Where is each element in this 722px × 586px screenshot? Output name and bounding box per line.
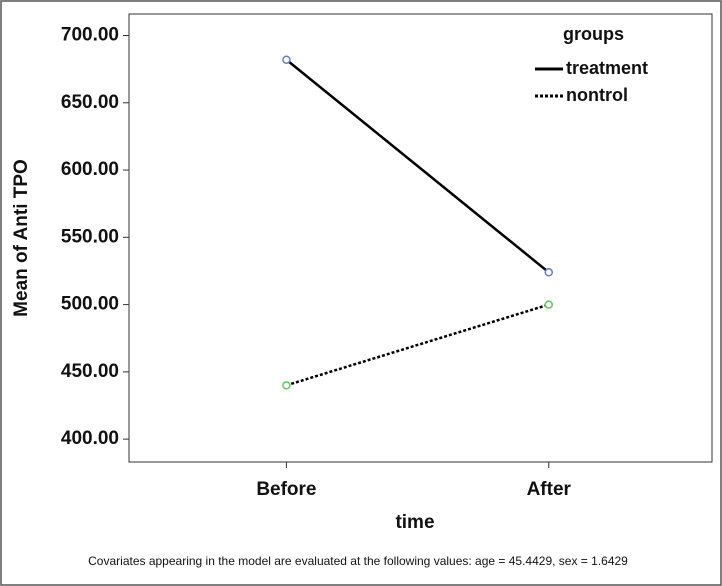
y-tick-label: 700.00 [61,25,119,46]
legend-label: treatment [566,58,648,78]
legend-title: groups [563,24,624,44]
legend-label: nontrol [566,85,628,105]
y-tick-label: 500.00 [61,294,119,315]
y-tick-label: 400.00 [61,428,119,449]
marker [544,300,554,309]
x-axis-title: time [395,512,434,533]
x-tick-label: Before [256,479,316,500]
x-tick-label: After [527,479,572,500]
plot-area [128,13,713,463]
y-tick-label: 450.00 [61,361,119,382]
y-tick-label: 550.00 [61,226,119,247]
y-tick-label: 600.00 [61,159,119,180]
series-line [285,58,550,274]
marker [544,268,554,277]
marker [282,381,291,390]
y-tick-label: 650.00 [61,92,119,113]
marker [282,55,291,64]
series-line [286,303,550,387]
y-axis-title: Mean of Anti TPO [11,159,32,317]
footnote: Covariates appearing in the model are ev… [88,554,628,568]
